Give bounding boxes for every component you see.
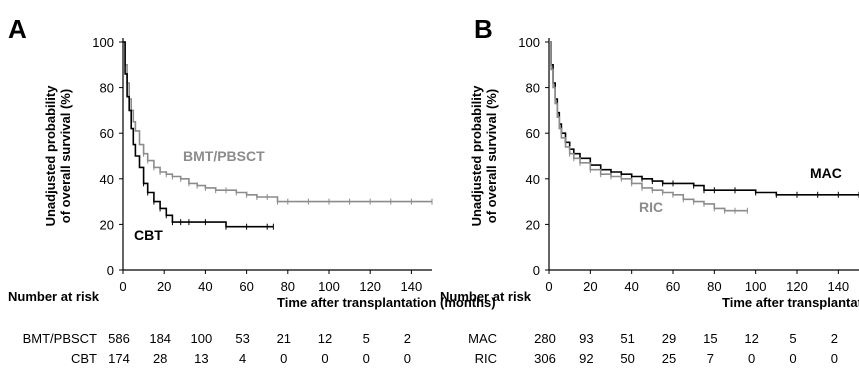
series-1-label: RIC (639, 199, 663, 215)
x-tick-label: 40 (198, 279, 212, 294)
x-tick-label: 40 (624, 279, 638, 294)
x-tick-label: 20 (583, 279, 597, 294)
risk-count: 100 (191, 331, 213, 346)
risk-count: 50 (620, 351, 634, 366)
x-tick-label: 80 (281, 279, 295, 294)
risk-count: 2 (404, 331, 411, 346)
x-axis-title: Time after transplantation (months) (722, 295, 859, 310)
y-tick-label: 80 (526, 81, 540, 96)
risk-row-label: CBT (71, 351, 97, 366)
risk-table-title: Number at risk (440, 289, 532, 304)
risk-count: 0 (748, 351, 755, 366)
risk-count: 174 (108, 351, 130, 366)
risk-count: 184 (149, 331, 171, 346)
x-tick-label: 0 (545, 279, 552, 294)
risk-count: 5 (363, 331, 370, 346)
y-axis-title-line1: Unadjusted probability (43, 85, 58, 227)
x-tick-label: 100 (318, 279, 340, 294)
y-tick-label: 0 (107, 263, 114, 278)
x-tick-label: 140 (827, 279, 849, 294)
y-axis-title-line1: Unadjusted probability (469, 85, 484, 227)
y-axis-title-line2: of overall survival (%) (484, 89, 499, 223)
series-1-line (549, 41, 748, 212)
x-tick-label: 140 (401, 279, 423, 294)
series-0-label: BMT/PBSCT (183, 148, 265, 164)
panel-letter: A (8, 14, 27, 44)
risk-count: 28 (153, 351, 167, 366)
y-tick-label: 60 (526, 126, 540, 141)
risk-count: 280 (534, 331, 556, 346)
risk-count: 25 (662, 351, 676, 366)
risk-count: 92 (579, 351, 593, 366)
y-tick-label: 40 (526, 172, 540, 187)
x-tick-label: 120 (786, 279, 808, 294)
risk-count: 0 (280, 351, 287, 366)
risk-count: 13 (194, 351, 208, 366)
risk-count: 2 (831, 331, 838, 346)
panel-letter: B (474, 14, 493, 44)
series-1-line (123, 41, 274, 228)
risk-count: 0 (321, 351, 328, 366)
risk-count: 53 (235, 331, 249, 346)
y-tick-label: 60 (100, 126, 114, 141)
risk-row-label: MAC (468, 331, 497, 346)
risk-count: 5 (789, 331, 796, 346)
risk-count: 0 (363, 351, 370, 366)
series-1-label: CBT (134, 227, 163, 243)
risk-count: 12 (744, 331, 758, 346)
risk-row-label: RIC (475, 351, 497, 366)
risk-count: 51 (620, 331, 634, 346)
risk-count: 7 (707, 351, 714, 366)
risk-count: 12 (318, 331, 332, 346)
y-tick-label: 100 (518, 35, 540, 50)
x-tick-label: 80 (707, 279, 721, 294)
x-tick-label: 0 (119, 279, 126, 294)
y-tick-label: 20 (100, 217, 114, 232)
x-tick-label: 60 (239, 279, 253, 294)
y-tick-label: 0 (533, 263, 540, 278)
x-tick-label: 60 (666, 279, 680, 294)
y-tick-label: 80 (100, 81, 114, 96)
x-axis-title: Time after transplantation (months) (277, 295, 496, 310)
y-tick-label: 100 (92, 35, 114, 50)
risk-count: 15 (703, 331, 717, 346)
risk-count: 0 (404, 351, 411, 366)
series-0-label: MAC (810, 165, 842, 181)
risk-count: 0 (831, 351, 838, 366)
x-tick-label: 120 (359, 279, 381, 294)
risk-count: 93 (579, 331, 593, 346)
risk-count: 4 (239, 351, 246, 366)
risk-count: 586 (108, 331, 130, 346)
risk-row-label: BMT/PBSCT (23, 331, 97, 346)
y-tick-label: 40 (100, 172, 114, 187)
x-tick-label: 100 (745, 279, 767, 294)
x-tick-label: 20 (157, 279, 171, 294)
y-axis-title-line2: of overall survival (%) (58, 89, 73, 223)
series-0-line (123, 41, 432, 203)
risk-count: 21 (277, 331, 291, 346)
risk-count: 29 (662, 331, 676, 346)
y-tick-label: 20 (526, 217, 540, 232)
risk-table-title: Number at risk (8, 289, 100, 304)
risk-count: 0 (789, 351, 796, 366)
risk-count: 306 (534, 351, 556, 366)
